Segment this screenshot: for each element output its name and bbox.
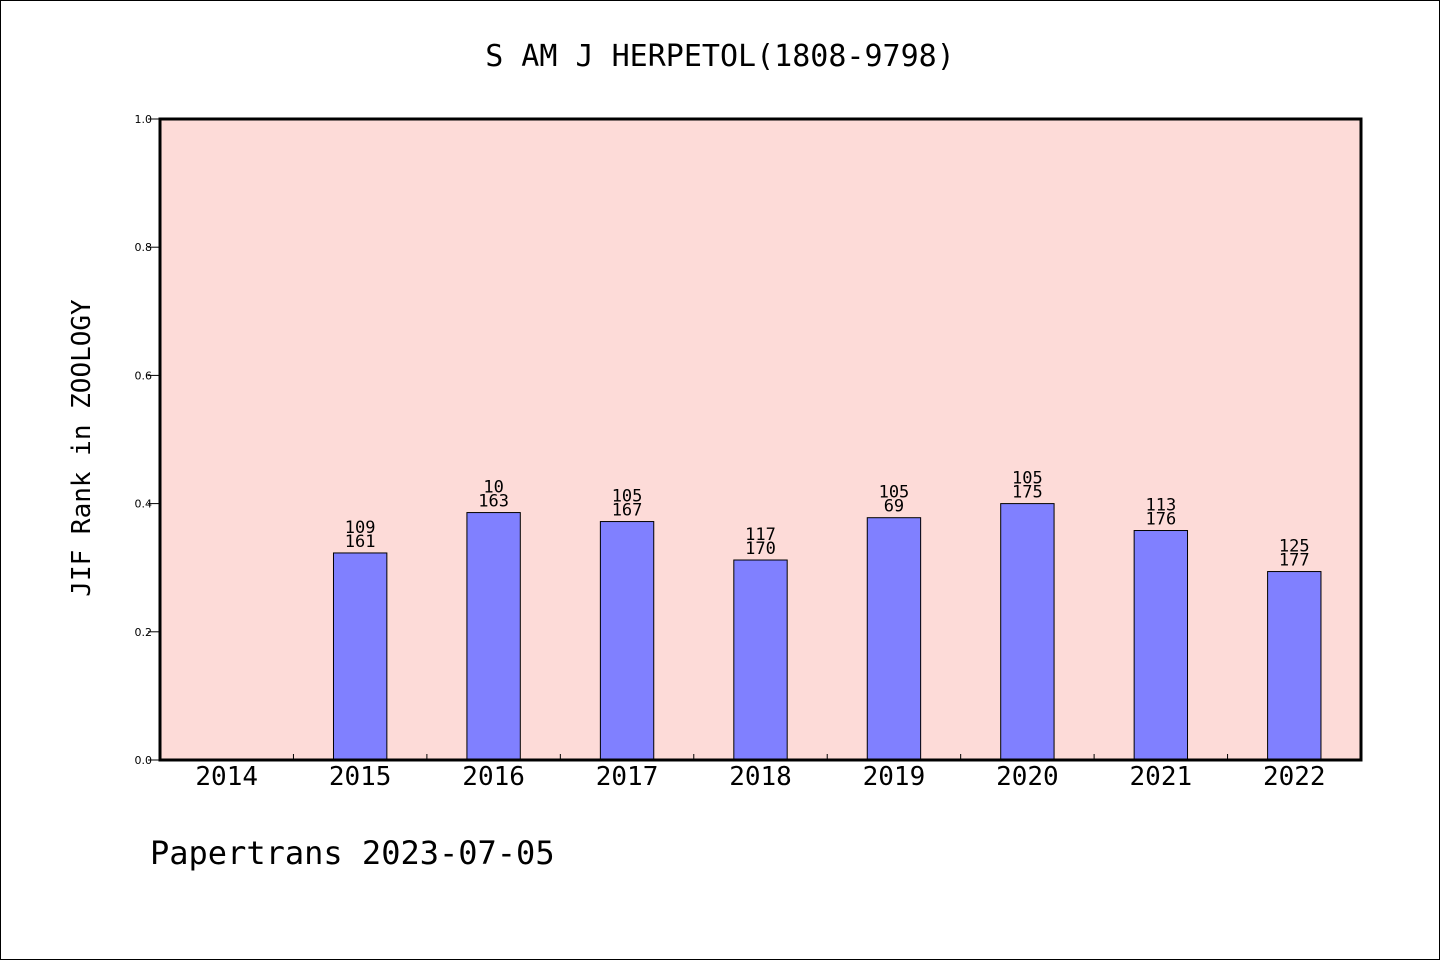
bar-2022: [1267, 571, 1322, 761]
bar-label-top-2018: 117: [745, 525, 776, 545]
x-tick-label-2015: 2015: [329, 762, 392, 792]
bar-2017: [599, 521, 655, 761]
bar-label-bottom-2020: 175: [1012, 483, 1043, 503]
bar-label-top-2021: 113: [1145, 496, 1176, 516]
x-tick-label-2022: 2022: [1263, 762, 1326, 792]
footer-credit: Papertrans 2023-07-05: [150, 834, 555, 872]
y-axis-label: JIF Rank in ZOOLOGY: [67, 299, 97, 597]
bar-label-top-2022: 125: [1279, 537, 1310, 557]
bar-label-bottom-2018: 170: [745, 539, 776, 559]
bar-label-top-2016: 10: [483, 478, 503, 498]
bar-label-bottom-2017: 167: [612, 501, 643, 521]
y-tick-label: 0.2: [135, 626, 153, 639]
x-tick-label-2019: 2019: [863, 762, 926, 792]
bar-2015: [332, 552, 388, 761]
bar-label-top-2019: 105: [879, 483, 910, 503]
bar-label-bottom-2016: 163: [478, 492, 509, 512]
bar-label-top-2020: 105: [1012, 469, 1043, 489]
bar-label-bottom-2021: 176: [1145, 510, 1176, 530]
x-tick-label-2018: 2018: [729, 762, 792, 792]
y-tick-label: 0.8: [135, 241, 153, 254]
bar-2021: [1133, 530, 1189, 761]
y-tick-label: 0.0: [135, 754, 153, 767]
plot-area: 2014109161201510163201610516720171171702…: [135, 113, 1363, 792]
bar-label-bottom-2022: 177: [1279, 551, 1310, 571]
bar-label-top-2017: 105: [612, 487, 643, 507]
x-tick-label-2021: 2021: [1130, 762, 1193, 792]
plot-frame: [158, 117, 1363, 762]
x-tick-label-2020: 2020: [996, 762, 1059, 792]
bar-2019: [866, 517, 922, 761]
y-tick-label: 0.4: [135, 498, 153, 511]
bar-2016: [466, 512, 521, 761]
bar-label-top-2015: 109: [345, 518, 376, 538]
x-tick-label-2014: 2014: [195, 762, 258, 792]
bar-2018: [733, 559, 788, 761]
y-tick-label: 1.0: [135, 113, 153, 126]
x-tick-label-2017: 2017: [596, 762, 659, 792]
chart-title: S AM J HERPETOL(1808-9798): [485, 39, 955, 74]
y-tick-label: 0.6: [135, 369, 153, 382]
x-tick-label-2016: 2016: [462, 762, 525, 792]
bar-label-bottom-2015: 161: [345, 532, 376, 552]
bar-2020: [1000, 503, 1055, 761]
bar-label-bottom-2019: 69: [884, 497, 904, 517]
